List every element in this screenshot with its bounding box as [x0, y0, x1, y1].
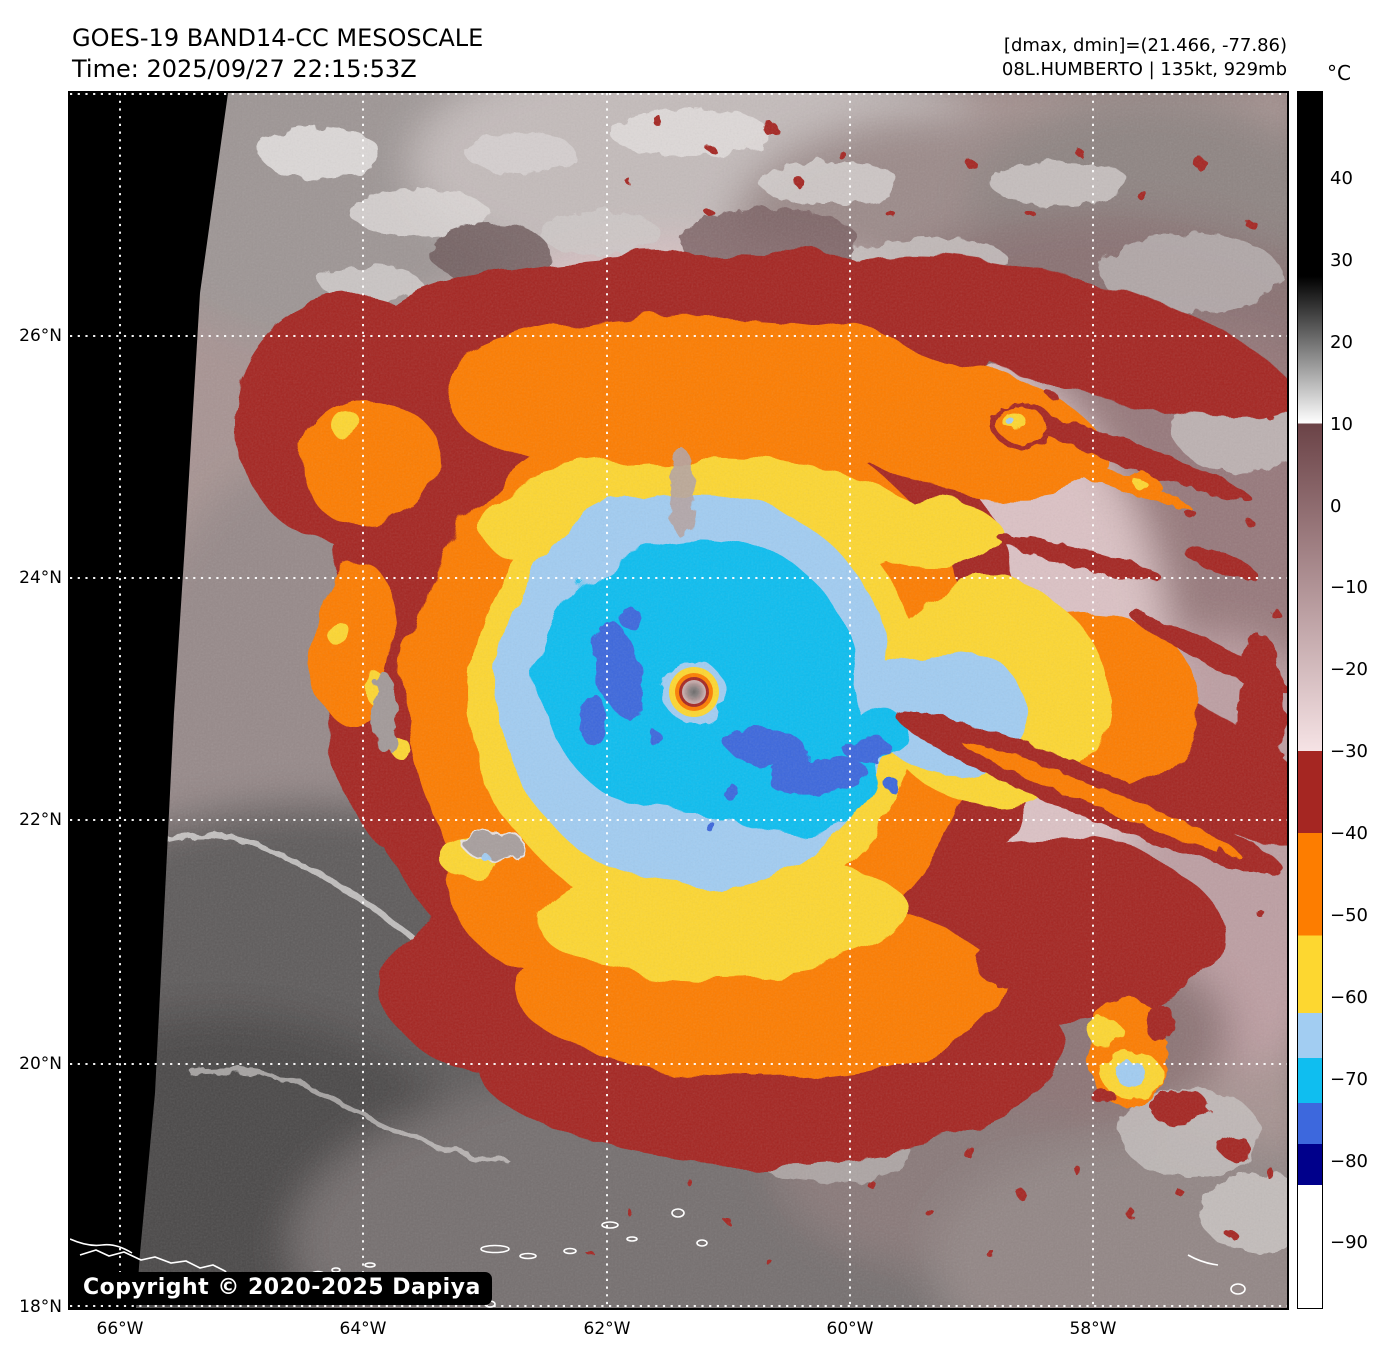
colorbar-tick-label: 20	[1330, 331, 1353, 353]
colorbar-tick-label: −40	[1330, 823, 1368, 845]
colorbar-tick-label: 0	[1330, 495, 1342, 517]
latitude-tick-label: 24°N	[19, 568, 62, 588]
colorbar-tick-label: 30	[1330, 249, 1353, 271]
colorbar	[1297, 91, 1323, 1309]
colorbar-tick-label: −10	[1330, 577, 1368, 599]
colorbar-unit-label: °C	[1327, 61, 1351, 85]
colorbar-tick-label: −20	[1330, 659, 1368, 681]
longitude-tick-label: 66°W	[96, 1319, 144, 1339]
latitude-tick-label: 22°N	[19, 810, 62, 830]
satellite-map: Copyright © 2020-2025 Dapiya	[68, 91, 1289, 1310]
latitude-tick-label: 18°N	[19, 1297, 62, 1317]
colorbar-tick-label: −60	[1330, 986, 1368, 1008]
colorbar-tick-label: −70	[1330, 1068, 1368, 1090]
colorbar-tick-label: 10	[1330, 413, 1353, 435]
longitude-tick-label: 64°W	[339, 1319, 387, 1339]
graticule	[70, 93, 1287, 1308]
longitude-tick-label: 60°W	[826, 1319, 874, 1339]
colorbar-tick-label: −50	[1330, 904, 1368, 926]
satellite-image	[70, 93, 1287, 1308]
noise-overlay	[70, 93, 1287, 1308]
copyright-badge: Copyright © 2020-2025 Dapiya	[72, 1272, 492, 1305]
page-title: GOES-19 BAND14-CC MESOSCALE	[72, 24, 484, 52]
latitude-tick-label: 20°N	[19, 1054, 62, 1074]
colorbar-gradient	[1298, 92, 1322, 1308]
colorbar-tick-label: −30	[1330, 741, 1368, 763]
latitude-tick-label: 26°N	[19, 326, 62, 346]
longitude-tick-label: 62°W	[583, 1319, 631, 1339]
scan-edge-black-wedge	[70, 93, 228, 1308]
dmax-dmin-readout: [dmax, dmin]=(21.466, -77.86)	[1003, 35, 1287, 56]
colorbar-tick-label: −90	[1330, 1232, 1368, 1254]
longitude-tick-label: 58°W	[1069, 1319, 1117, 1339]
colorbar-tick-label: 40	[1330, 167, 1353, 189]
timestamp: Time: 2025/09/27 22:15:53Z	[72, 55, 417, 83]
storm-info: 08L.HUMBERTO | 135kt, 929mb	[1001, 59, 1287, 80]
colorbar-tick-label: −80	[1330, 1150, 1368, 1172]
